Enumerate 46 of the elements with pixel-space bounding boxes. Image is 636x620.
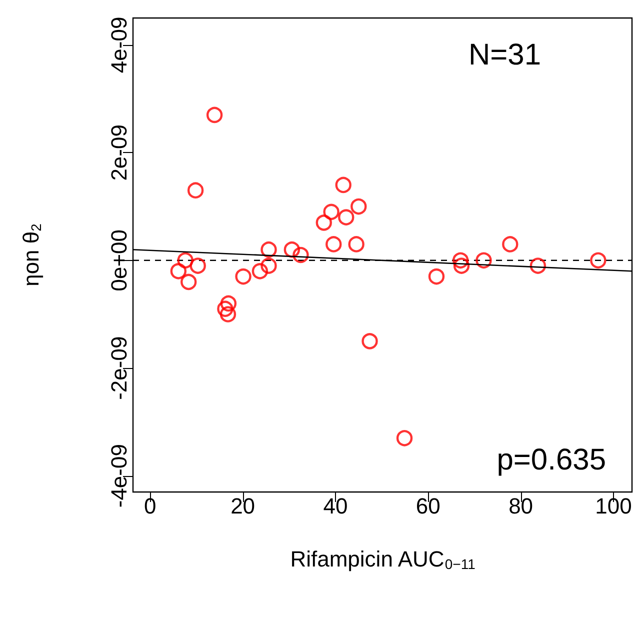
y-tick-label: 0e+00	[106, 229, 132, 292]
x-tick-label: 20	[230, 494, 256, 518]
point	[316, 214, 332, 231]
point	[252, 263, 268, 280]
point	[476, 252, 492, 268]
point	[348, 236, 364, 252]
y-axis-title: ηon θ2	[18, 223, 44, 286]
point	[590, 252, 606, 268]
y-tick-label: -2e-09	[106, 336, 132, 400]
point	[217, 300, 234, 317]
point	[428, 268, 445, 285]
point	[453, 258, 470, 274]
x-tick-label: 60	[416, 494, 440, 518]
point	[206, 106, 223, 124]
point	[220, 306, 236, 322]
annotation: N=31	[468, 38, 542, 72]
y-tick-label: -4e-09	[106, 444, 132, 508]
point	[350, 198, 367, 215]
point	[326, 236, 342, 252]
x-tick-label: 80	[508, 494, 534, 518]
point	[187, 182, 204, 198]
point	[502, 236, 518, 252]
point	[396, 430, 413, 446]
y-tick-label: 2e-09	[106, 124, 132, 181]
point	[452, 252, 469, 268]
point	[177, 252, 194, 268]
point	[530, 258, 546, 274]
point	[362, 333, 378, 350]
point	[323, 204, 340, 220]
point	[335, 176, 352, 194]
point	[170, 263, 187, 280]
point	[220, 295, 237, 312]
point	[284, 242, 300, 258]
point	[180, 274, 197, 290]
point	[260, 258, 277, 274]
point	[338, 209, 354, 226]
y-tick-label: 4e-09	[106, 16, 132, 74]
x-tick-label: 0	[144, 494, 156, 518]
point	[190, 258, 206, 274]
x-tick-label: 40	[323, 494, 348, 518]
point	[292, 246, 309, 264]
annotation: p=0.635	[496, 444, 606, 476]
x-tick-label: 100	[595, 494, 632, 518]
point	[235, 268, 252, 285]
point	[260, 242, 277, 258]
x-axis-title: Rifampicin AUC0−11	[290, 546, 476, 572]
